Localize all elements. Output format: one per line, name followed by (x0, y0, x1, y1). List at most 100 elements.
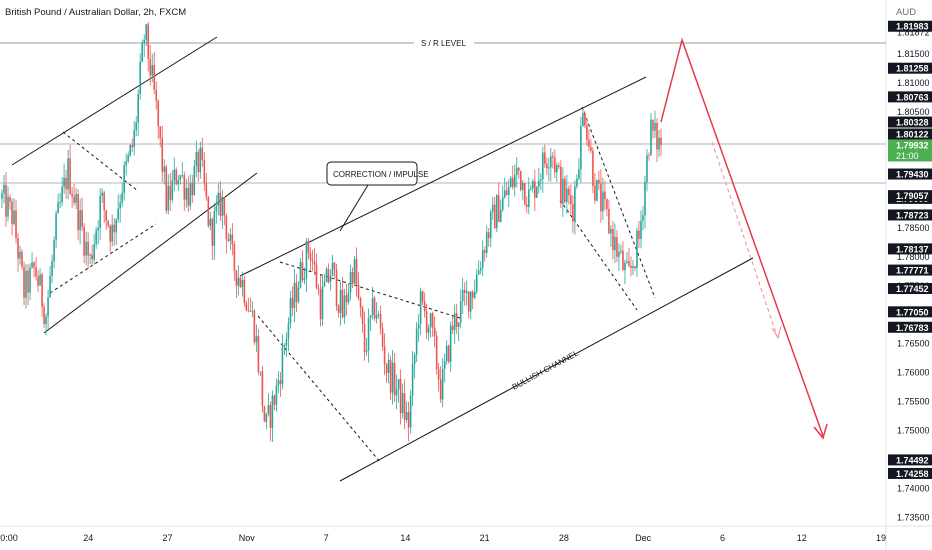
candle[interactable] (175, 167, 178, 186)
candle[interactable] (249, 297, 252, 312)
candle[interactable] (554, 149, 556, 178)
candle[interactable] (455, 303, 458, 334)
candle[interactable] (355, 247, 358, 297)
candle[interactable] (485, 225, 488, 258)
candle[interactable] (620, 244, 622, 255)
candle[interactable] (550, 148, 552, 182)
candle[interactable] (23, 261, 25, 306)
candle[interactable] (371, 286, 374, 320)
candle[interactable] (65, 169, 67, 200)
candle[interactable] (361, 305, 364, 333)
candle[interactable] (173, 157, 176, 192)
candle[interactable] (181, 162, 184, 179)
candle[interactable] (365, 337, 368, 357)
candle[interactable] (479, 261, 482, 275)
candle[interactable] (5, 172, 7, 227)
candle[interactable] (311, 249, 314, 272)
candle[interactable] (277, 370, 280, 394)
candle[interactable] (509, 175, 512, 188)
candle[interactable] (337, 304, 340, 318)
candle[interactable] (445, 340, 448, 365)
candle[interactable] (133, 121, 136, 156)
dashed-right-a[interactable] (581, 106, 656, 299)
candle[interactable] (269, 401, 272, 442)
candle[interactable] (241, 271, 244, 297)
chart-title[interactable]: British Pound / Australian Dollar, 2h, F… (5, 7, 186, 18)
candle[interactable] (141, 39, 144, 63)
candle[interactable] (536, 185, 538, 199)
candle[interactable] (293, 268, 296, 323)
candle[interactable] (309, 247, 312, 271)
candle[interactable] (519, 170, 522, 192)
candle[interactable] (243, 275, 246, 307)
candle[interactable] (459, 289, 462, 329)
candle[interactable] (71, 187, 73, 209)
candle[interactable] (303, 267, 306, 285)
candle[interactable] (385, 362, 388, 383)
candle[interactable] (558, 162, 560, 170)
candle[interactable] (369, 314, 372, 332)
candle[interactable] (441, 358, 444, 408)
candle[interactable] (409, 389, 412, 434)
candle[interactable] (307, 237, 310, 260)
candle[interactable] (347, 283, 350, 305)
candle[interactable] (105, 210, 107, 230)
candle[interactable] (475, 268, 478, 295)
candle[interactable] (331, 254, 334, 277)
candle[interactable] (413, 352, 416, 379)
candle[interactable] (618, 243, 620, 271)
candle[interactable] (1, 189, 3, 209)
drawings[interactable] (11, 36, 754, 482)
candle[interactable] (638, 220, 640, 248)
candle[interactable] (628, 247, 630, 268)
candle[interactable] (37, 270, 39, 292)
candle[interactable] (253, 308, 256, 346)
candle[interactable] (291, 286, 294, 317)
candle[interactable] (9, 194, 11, 210)
candle[interactable] (53, 236, 55, 269)
candle[interactable] (191, 174, 194, 204)
dashed-mid-b[interactable] (279, 261, 461, 319)
candle[interactable] (211, 217, 214, 260)
candle[interactable] (469, 291, 472, 320)
candle[interactable] (525, 196, 528, 214)
candle[interactable] (513, 164, 516, 197)
candle[interactable] (437, 362, 440, 392)
candle[interactable] (610, 225, 612, 247)
candle[interactable] (231, 223, 234, 256)
candle[interactable] (321, 274, 324, 326)
candle[interactable] (407, 401, 410, 442)
candle[interactable] (383, 333, 386, 376)
candle[interactable] (157, 99, 160, 140)
candle[interactable] (189, 174, 192, 211)
candle[interactable] (45, 313, 47, 336)
candle[interactable] (3, 175, 5, 204)
candle[interactable] (77, 189, 79, 241)
candle[interactable] (449, 321, 452, 373)
candle[interactable] (43, 302, 45, 329)
candle[interactable] (654, 110, 656, 138)
candle[interactable] (59, 192, 61, 209)
candle[interactable] (648, 152, 650, 161)
candle[interactable] (167, 174, 170, 215)
candle[interactable] (505, 181, 508, 196)
candle[interactable] (511, 165, 514, 190)
candle[interactable] (634, 265, 636, 272)
candle[interactable] (646, 148, 648, 192)
candle[interactable] (423, 292, 426, 318)
candle[interactable] (552, 151, 554, 169)
candle[interactable] (377, 310, 380, 319)
candle[interactable] (317, 284, 320, 296)
candle[interactable] (461, 277, 464, 314)
candle[interactable] (319, 275, 322, 327)
candle[interactable] (473, 279, 476, 300)
candle[interactable] (159, 126, 162, 148)
candle[interactable] (135, 116, 138, 137)
candle[interactable] (421, 290, 424, 306)
candle[interactable] (453, 304, 456, 344)
candle[interactable] (632, 259, 634, 276)
candle[interactable] (93, 234, 95, 265)
candle[interactable] (29, 263, 31, 301)
candle[interactable] (155, 81, 158, 110)
candle[interactable] (439, 366, 442, 403)
